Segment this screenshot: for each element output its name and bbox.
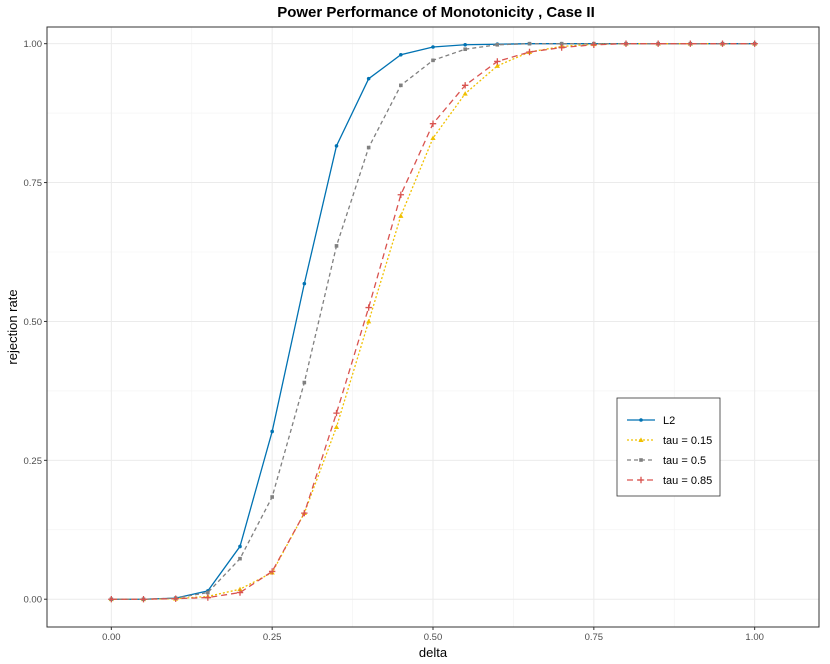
data-point: [366, 145, 371, 150]
data-point: [687, 40, 694, 47]
data-point: [140, 596, 147, 603]
x-tick-label: 0.75: [585, 632, 604, 643]
data-point: [366, 76, 371, 81]
data-point: [238, 556, 242, 561]
data-point: [654, 40, 662, 47]
data-point: [270, 495, 274, 499]
data-point: [494, 63, 500, 68]
data-point: [559, 41, 564, 46]
data-point: [366, 318, 372, 324]
data-point: [461, 82, 469, 89]
data-point: [431, 45, 435, 49]
data-point: [238, 544, 242, 549]
data-point: [270, 429, 274, 434]
data-point: [431, 58, 435, 63]
legend-entry: tau = 0.15: [627, 435, 712, 447]
series-layer: [108, 40, 758, 603]
legend-label: tau = 0.15: [663, 435, 712, 447]
data-point: [751, 40, 758, 47]
chart-title: Power Performance of Monotonicity , Case…: [277, 4, 595, 21]
data-point: [302, 380, 307, 385]
data-point: [172, 595, 179, 602]
data-point: [558, 44, 565, 51]
x-tick-label: 0.25: [263, 632, 282, 643]
y-tick-label: 0.75: [24, 178, 43, 189]
data-point: [463, 47, 467, 52]
data-point: [430, 135, 436, 141]
legend-entry: tau = 0.5: [627, 455, 706, 467]
data-point: [333, 409, 340, 417]
x-axis-ticks: 0.00 0.25 0.50 0.75 1.00: [102, 627, 764, 643]
data-point: [398, 213, 404, 218]
major-gridlines: [47, 27, 819, 627]
legend-entry: tau = 0.85: [627, 475, 712, 487]
data-point: [527, 41, 532, 46]
data-point: [494, 58, 501, 65]
data-point: [365, 304, 372, 311]
x-tick-label: 1.00: [745, 632, 764, 643]
x-tick-label: 0.50: [424, 632, 443, 643]
data-point: [429, 120, 437, 127]
legend-label: tau = 0.85: [663, 475, 712, 487]
data-point: [526, 48, 533, 56]
y-axis-ticks: 0.00 0.25 0.50 0.75 1.00: [24, 39, 47, 606]
y-tick-label: 0.50: [24, 317, 43, 328]
data-point: [302, 281, 307, 286]
x-axis-label: delta: [419, 645, 448, 660]
legend-marker: [638, 437, 644, 442]
legend-box: [616, 397, 721, 497]
data-point: [463, 42, 467, 47]
y-tick-label: 0.25: [24, 456, 43, 467]
data-point: [204, 594, 212, 601]
data-point: [622, 40, 630, 47]
legend-marker: [637, 476, 645, 484]
data-point: [237, 586, 243, 592]
legend-label: L2: [663, 415, 675, 427]
data-point: [268, 568, 276, 575]
data-point: [397, 191, 405, 198]
legend: L2 tau = 0.15 tau = 0.5 tau = 0.85: [616, 397, 721, 497]
data-point: [236, 589, 244, 596]
data-point: [719, 40, 726, 47]
legend-entry: L2: [627, 415, 675, 427]
data-point: [399, 83, 403, 88]
y-tick-label: 0.00: [24, 595, 43, 606]
data-point: [462, 91, 468, 96]
data-point: [301, 509, 308, 517]
data-point: [399, 52, 403, 57]
data-point: [590, 41, 598, 48]
data-point: [495, 42, 500, 47]
y-axis-label: rejection rate: [5, 289, 20, 364]
data-point: [333, 424, 340, 429]
x-tick-label: 0.00: [102, 632, 121, 643]
series-4: [108, 40, 758, 603]
y-tick-label: 1.00: [24, 39, 43, 50]
data-point: [334, 244, 339, 248]
data-point: [108, 596, 115, 603]
data-point: [206, 590, 210, 595]
data-point: [334, 144, 339, 148]
legend-marker: [639, 418, 643, 422]
legend-label: tau = 0.5: [663, 455, 706, 467]
legend-marker: [639, 458, 643, 462]
